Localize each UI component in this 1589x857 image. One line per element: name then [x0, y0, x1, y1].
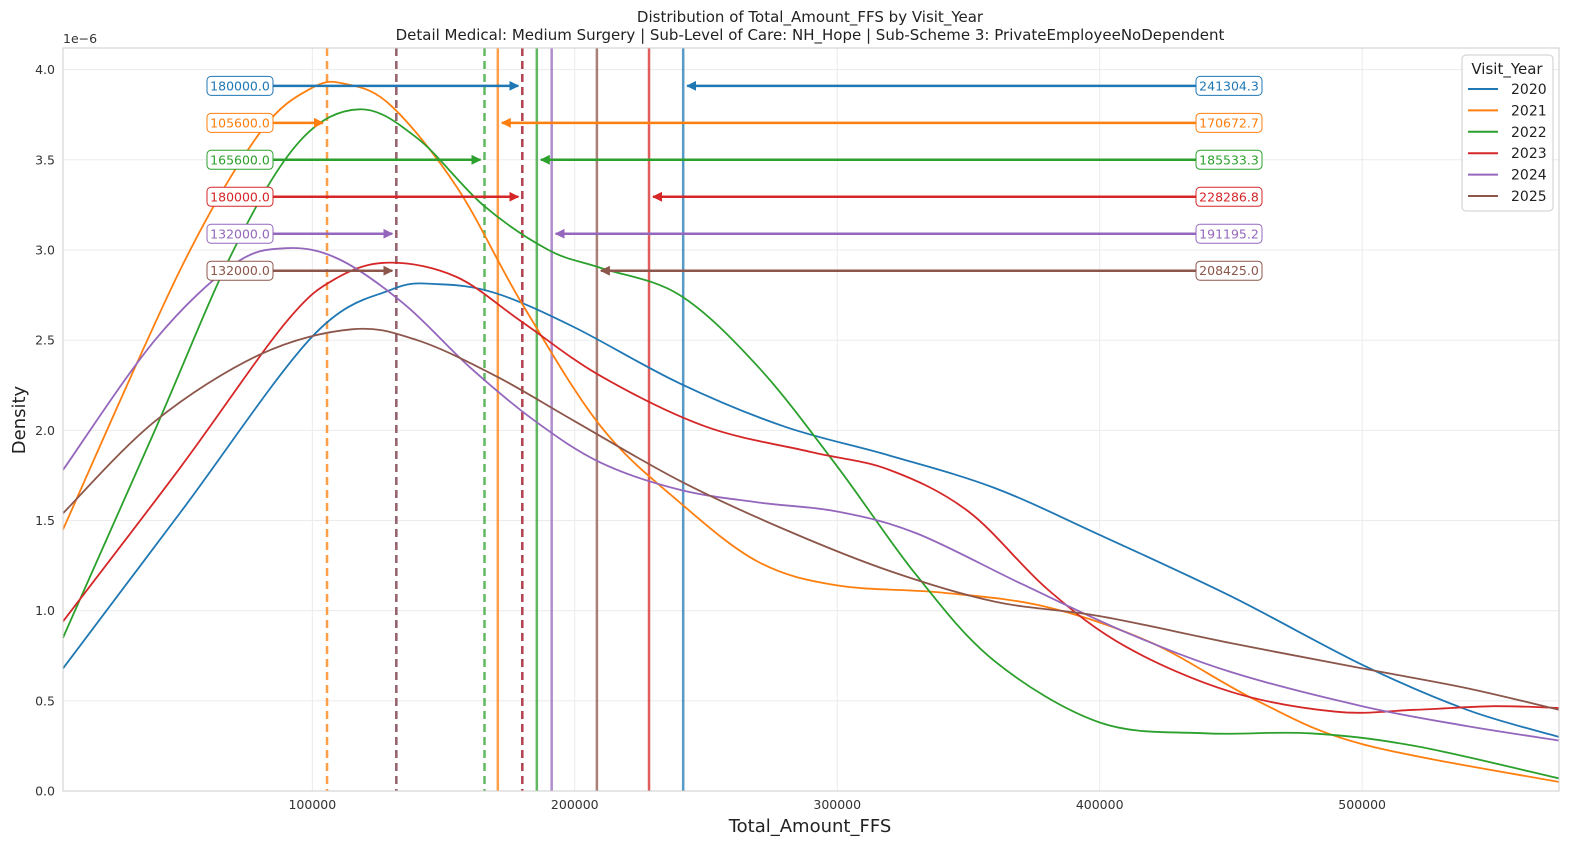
median-label-2022: 165600.0: [210, 152, 270, 167]
mean-label-box-2024: [1195, 223, 1263, 244]
y-scale-offset: 1e−6: [63, 31, 97, 46]
median-label-box-2021: [206, 112, 274, 133]
density-curve-2023: [62, 261, 1560, 714]
median-label-box-2025: [206, 260, 274, 281]
legend-title: Visit_Year: [1471, 60, 1543, 79]
y-tick-label: 2.0: [35, 423, 55, 438]
median-label-2020: 180000.0: [210, 78, 270, 93]
median-label-2023: 180000.0: [210, 189, 270, 204]
mean-label-box-2022: [1195, 149, 1263, 170]
legend-label-2025: 2025: [1511, 189, 1547, 205]
x-tick-label: 200000: [551, 797, 599, 812]
x-tick-label: 100000: [288, 797, 336, 812]
density-curve-2024: [62, 247, 1560, 742]
y-axis-ticks: 0.0 0.5 1.0 1.5 2.0 2.5 3.0 3.5 4.0: [35, 62, 55, 798]
density-curve-2025: [62, 327, 1560, 711]
median-label-2025: 132000.0: [210, 263, 270, 278]
y-tick-label: 3.0: [35, 242, 55, 257]
annotations: 180000.0 241304.3 105600.0 170672.7 165600.0…: [206, 75, 1263, 281]
plot-frame: [62, 47, 1560, 792]
x-axis-label: Total_Amount_FFS: [728, 816, 892, 837]
mean-label-2024: 191195.2: [1199, 226, 1259, 241]
median-label-box-2023: [206, 186, 274, 207]
legend-label-2024: 2024: [1511, 168, 1547, 184]
median-label-2024: 132000.0: [210, 226, 270, 241]
mean-label-box-2021: [1195, 112, 1263, 133]
y-tick-label: 1.0: [35, 603, 55, 618]
density-curves: [62, 80, 1560, 783]
x-tick-label: 400000: [1076, 797, 1124, 812]
density-curve-2022: [62, 108, 1560, 780]
y-tick-label: 0.0: [35, 784, 55, 799]
y-tick-label: 2.5: [35, 333, 55, 348]
y-tick-label: 0.5: [35, 693, 55, 708]
legend-label-2022: 2022: [1511, 125, 1547, 141]
median-label-2021: 105600.0: [210, 115, 270, 130]
legend-label-2023: 2023: [1511, 146, 1547, 162]
mean-label-2020: 241304.3: [1199, 78, 1259, 93]
y-tick-label: 1.5: [35, 513, 55, 528]
x-tick-label: 300000: [813, 797, 861, 812]
mean-label-box-2025: [1195, 260, 1263, 281]
mean-label-2023: 228286.8: [1199, 189, 1259, 204]
median-label-box-2020: [206, 75, 274, 96]
y-tick-label: 3.5: [35, 152, 55, 167]
chart-subtitle: Detail Medical: Medium Surgery | Sub-Lev…: [396, 26, 1225, 45]
statistic-lines: [325, 48, 685, 791]
y-tick-label: 4.0: [35, 62, 55, 77]
legend-label-2020: 2020: [1511, 82, 1547, 98]
legend-box: [1461, 54, 1554, 212]
legend: Visit_Year 2020 2021 2022 2023 2024 2025: [1461, 54, 1554, 212]
mean-label-2022: 185533.3: [1199, 152, 1259, 167]
mean-label-box-2023: [1195, 186, 1263, 207]
chart-title: Distribution of Total_Amount_FFS by Visi…: [637, 8, 984, 27]
mean-label-2025: 208425.0: [1199, 263, 1259, 278]
legend-label-2021: 2021: [1511, 103, 1547, 119]
density-curve-2021: [62, 80, 1560, 783]
y-axis-label: Density: [9, 385, 30, 454]
mean-label-2021: 170672.7: [1199, 115, 1259, 130]
mean-label-box-2020: [1195, 75, 1263, 96]
median-label-box-2024: [206, 223, 274, 244]
x-axis-ticks: 100000 200000 300000 400000 500000: [288, 797, 1386, 812]
median-label-box-2022: [206, 149, 274, 170]
x-tick-label: 500000: [1338, 797, 1386, 812]
